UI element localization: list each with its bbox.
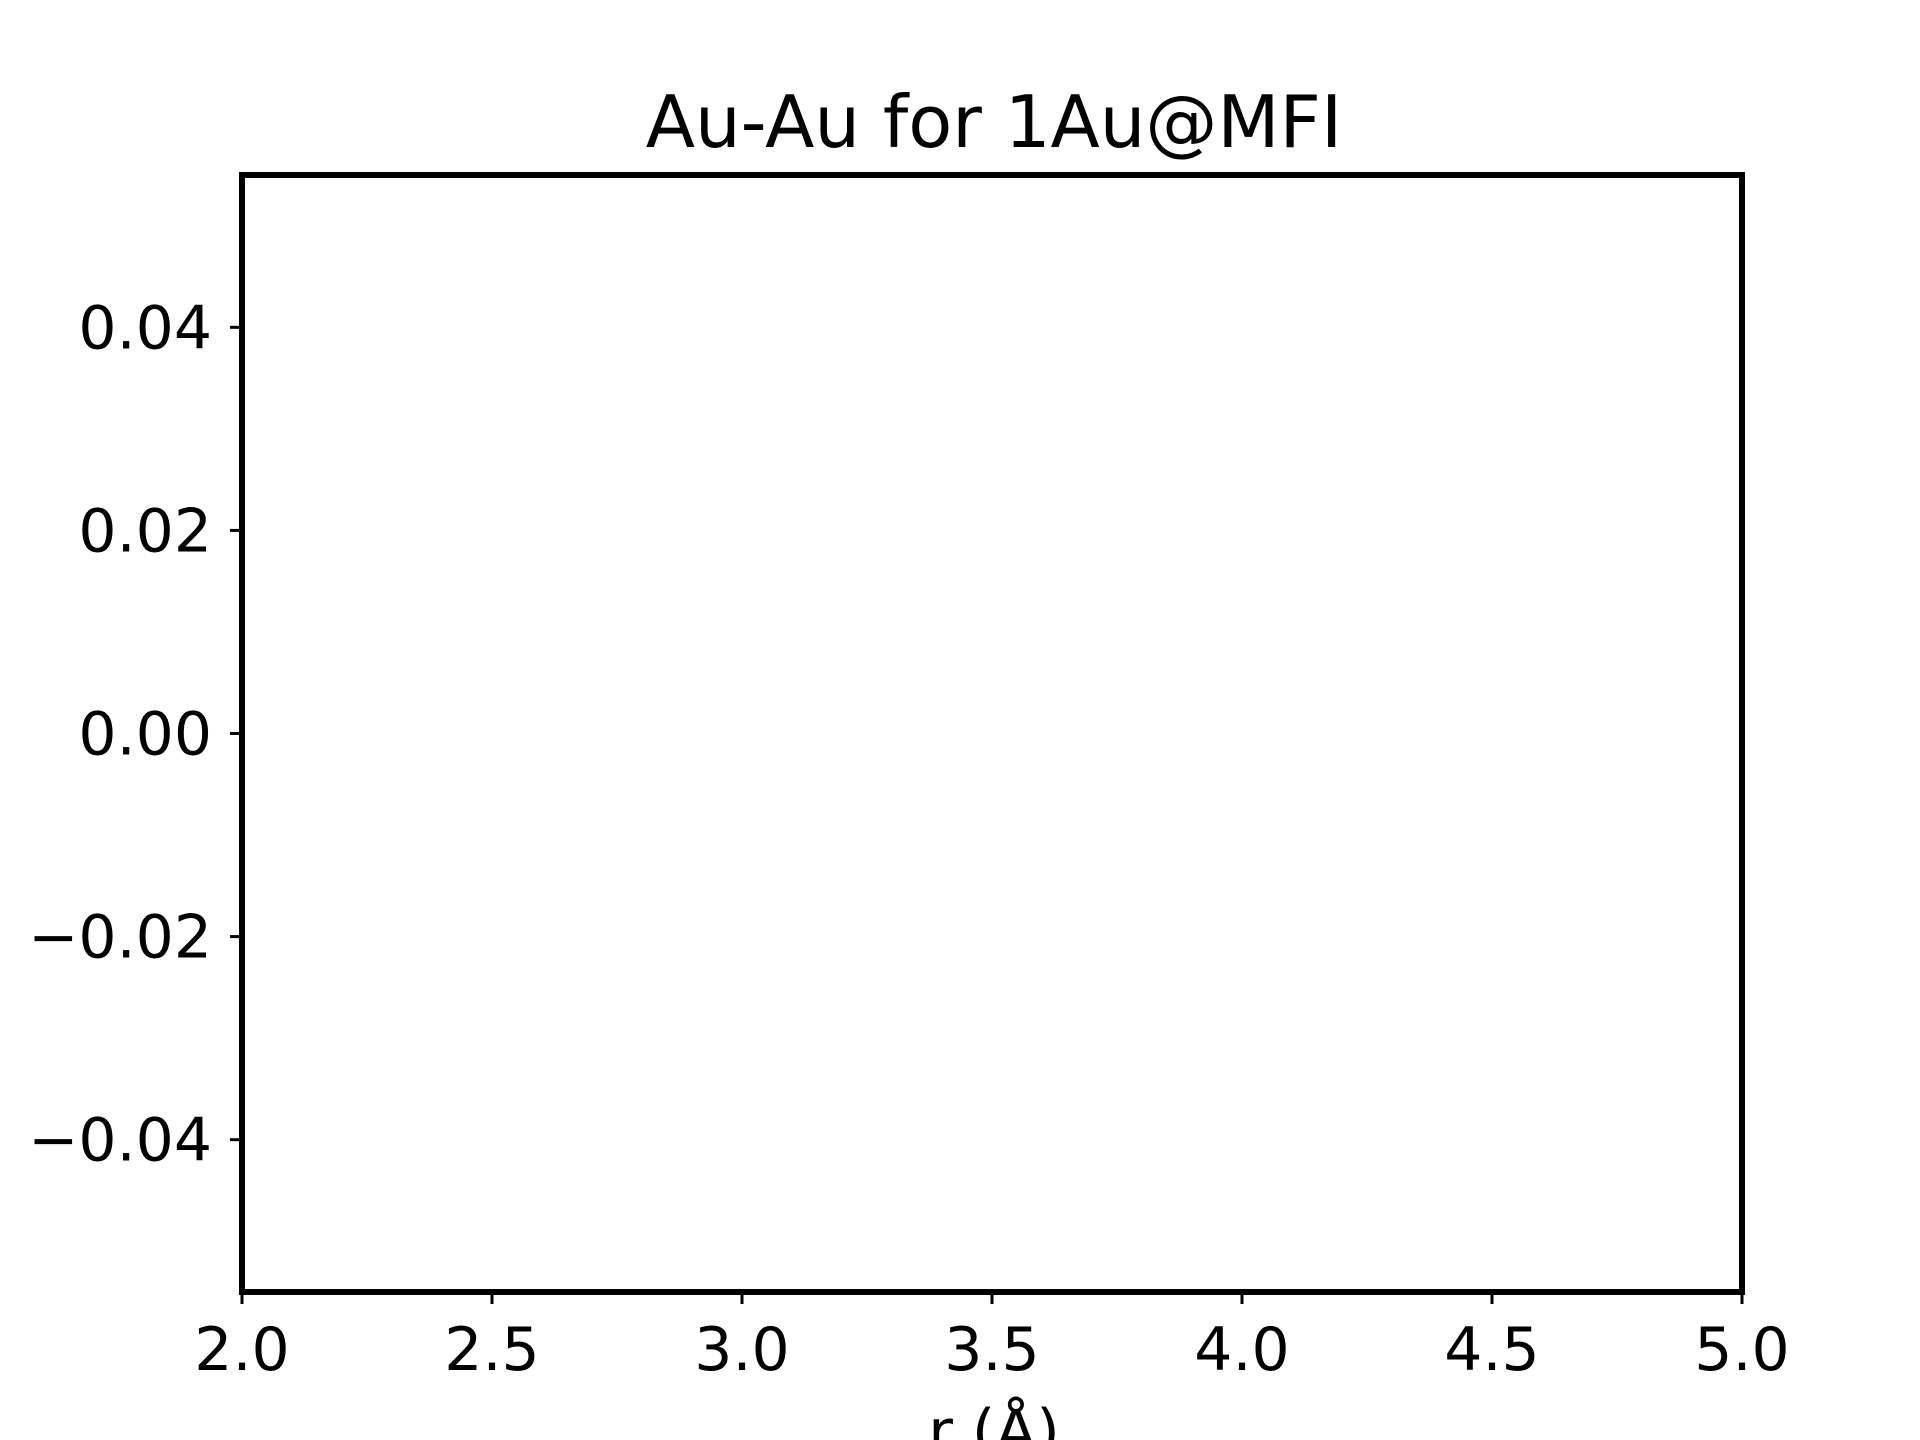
y-tick-label: 0.04	[78, 293, 212, 363]
y-tick-label: −0.02	[28, 903, 212, 973]
x-tick-label: 5.0	[1694, 1315, 1789, 1385]
x-tick-label: 2.5	[444, 1315, 539, 1385]
x-tick-label: 4.5	[1444, 1315, 1539, 1385]
x-tick-label: 3.5	[944, 1315, 1039, 1385]
y-tick-label: 0.02	[78, 496, 212, 566]
x-axis-label: r (Å)	[928, 1396, 1060, 1440]
chart-title: Au-Au for 1Au@MFI	[646, 80, 1342, 164]
y-tick-label: 0.00	[78, 700, 212, 770]
plot-frame	[239, 172, 1745, 1295]
x-axis-ticks: 2.0 2.5 3.0 3.5 4.0 4.5 5.0	[194, 1292, 1790, 1385]
x-tick-label: 4.0	[1194, 1315, 1289, 1385]
x-tick-label: 3.0	[694, 1315, 789, 1385]
x-tick-label: 2.0	[194, 1315, 289, 1385]
y-axis-ticks: 0.04 0.02 0.00 −0.02 −0.04	[28, 293, 242, 1176]
y-tick-label: −0.04	[28, 1106, 212, 1176]
